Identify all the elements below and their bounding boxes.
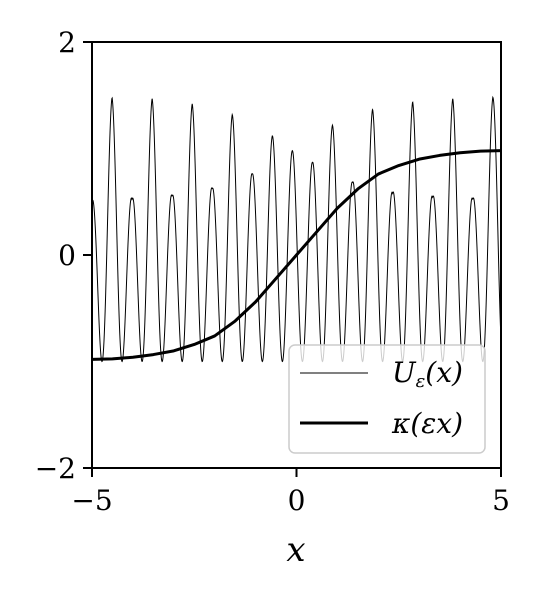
series-u-epsilon-line <box>91 95 502 363</box>
legend-label-u: Uε(x) <box>392 356 463 392</box>
y-tick-label: 0 <box>58 239 76 272</box>
series-kappa-line <box>91 149 502 361</box>
ticks: −5 0 5 −2 0 2 <box>35 26 510 517</box>
legend-box <box>288 344 486 454</box>
legend: Uε(x) κ(εx) <box>288 344 486 454</box>
y-tick-label: 2 <box>58 26 76 59</box>
x-tick-label: −5 <box>71 484 112 517</box>
legend-label-kappa: κ(εx) <box>391 407 463 440</box>
x-tick-label: 0 <box>288 484 306 517</box>
y-tick-label: −2 <box>35 452 76 485</box>
x-axis-label: x <box>286 530 305 570</box>
plot-area <box>91 95 502 363</box>
x-tick-label: 5 <box>492 484 510 517</box>
